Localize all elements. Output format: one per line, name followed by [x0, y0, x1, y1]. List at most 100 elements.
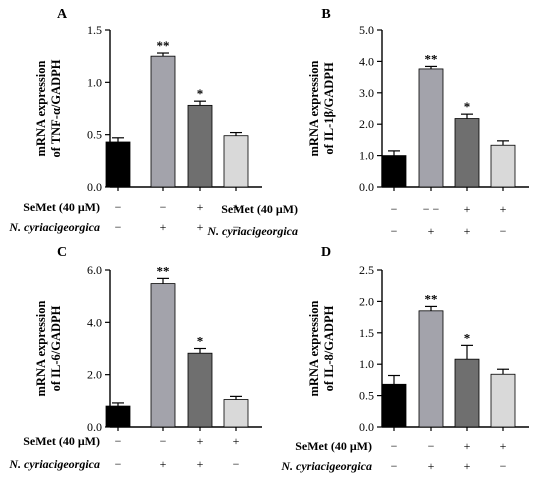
semet-sign: + — [464, 202, 471, 216]
bar — [187, 352, 213, 428]
nc-sign: − — [233, 220, 240, 234]
bar — [454, 358, 480, 428]
nc-label: N. cyriacigeorgica — [8, 457, 100, 471]
nc-sign: − — [500, 224, 507, 238]
significance-mark: * — [197, 334, 204, 349]
y-tick-label: 1.5 — [359, 326, 374, 340]
nc-sign: − — [115, 457, 122, 471]
semet-sign: + — [500, 202, 507, 216]
bar — [150, 55, 176, 188]
y-axis-label-line: of IL-6/GADPH — [49, 305, 63, 391]
nc-sign: + — [197, 457, 204, 471]
y-axis-label: mRNA expressionof IL-8/GADPH — [307, 300, 336, 396]
nc-label: N. cyriacigeorgica — [280, 459, 372, 473]
nc-sign: − — [391, 224, 398, 238]
panel-label: D — [321, 245, 331, 260]
nc-sign: − — [115, 220, 122, 234]
y-tick-label: 1.0 — [87, 75, 102, 89]
semet-sign: + — [197, 200, 204, 214]
semet-sign: + — [500, 439, 507, 453]
bar — [381, 155, 407, 188]
y-tick-label: 0.5 — [87, 128, 102, 142]
y-tick-label: 1.0 — [359, 149, 374, 163]
semet-label: SeMet (40 μM) — [295, 439, 372, 453]
y-axis-label-line: of IL-1β/GADPH — [322, 62, 336, 155]
y-axis-label: mRNA expressionof TNF-α/GADPH — [34, 59, 63, 157]
y-axis-label: mRNA expressionof IL-6/GADPH — [34, 300, 63, 396]
semet-sign: + — [233, 200, 240, 214]
panel-A-treatment-labels: SeMet (40 μM) N. cyriacigeorgica — [8, 200, 100, 234]
nc-sign: − — [233, 457, 240, 471]
panel-label: B — [321, 7, 330, 22]
bar — [150, 283, 176, 428]
y-tick-label: 4.0 — [87, 315, 102, 329]
y-tick-label: 4.0 — [359, 54, 374, 68]
semet-sign: − — [160, 200, 167, 214]
y-axis-label-line: mRNA expression — [307, 60, 321, 156]
semet-sign: − — [391, 439, 398, 453]
y-tick-label: 2.0 — [359, 117, 374, 131]
nc-sign: + — [160, 220, 167, 234]
semet-label: SeMet (40 μM) — [23, 434, 100, 448]
y-tick-label: 1.5 — [87, 23, 102, 37]
significance-mark: * — [197, 86, 204, 101]
nc-sign: + — [197, 220, 204, 234]
y-axis-label-line: of IL-8/GADPH — [322, 305, 336, 391]
bar — [105, 405, 131, 428]
y-tick-label: 0.0 — [87, 180, 102, 194]
y-tick-label: 0.0 — [359, 420, 374, 434]
bar — [490, 373, 516, 428]
bar — [381, 383, 407, 428]
nc-label: N. cyriacigeorgica — [8, 220, 100, 234]
nc-sign: − — [500, 459, 507, 473]
bar — [223, 399, 249, 428]
panel-label: C — [57, 245, 67, 260]
y-tick-label: 0.0 — [87, 420, 102, 434]
nc-sign: + — [428, 224, 435, 238]
nc-sign: + — [428, 459, 435, 473]
nc-sign: + — [160, 457, 167, 471]
semet-label: SeMet (40 μM) — [221, 202, 298, 216]
bar — [490, 144, 516, 188]
semet-label: SeMet (40 μM) — [23, 200, 100, 214]
bar — [418, 310, 444, 428]
bar — [187, 104, 213, 188]
nc-label: N. cyriacigeorgica — [206, 224, 298, 238]
y-tick-label: 2.5 — [359, 263, 374, 277]
significance-mark: ** — [425, 51, 438, 66]
semet-sign: + — [197, 434, 204, 448]
bar — [454, 118, 480, 188]
y-axis-label-line: mRNA expression — [34, 300, 48, 396]
semet-sign: − − — [423, 202, 440, 216]
bar — [223, 135, 249, 188]
significance-mark: ** — [157, 38, 170, 53]
y-axis-label-line: mRNA expression — [34, 60, 48, 156]
panel-label: A — [57, 7, 68, 22]
significance-mark: ** — [425, 291, 438, 306]
y-tick-label: 2.0 — [359, 294, 374, 308]
semet-sign: − — [428, 439, 435, 453]
y-axis-label-line: of TNF-α/GADPH — [49, 59, 63, 157]
y-tick-label: 0.0 — [359, 180, 374, 194]
y-tick-label: 3.0 — [359, 86, 374, 100]
bar — [105, 141, 131, 188]
semet-sign: − — [391, 202, 398, 216]
nc-sign: + — [464, 459, 471, 473]
nc-sign: − — [391, 459, 398, 473]
significance-mark: * — [464, 330, 471, 345]
y-tick-label: 1.0 — [359, 357, 374, 371]
semet-sign: − — [115, 434, 122, 448]
semet-sign: + — [233, 434, 240, 448]
y-tick-label: 0.5 — [359, 389, 374, 403]
y-tick-label: 6.0 — [87, 263, 102, 277]
y-tick-label: 2.0 — [87, 368, 102, 382]
semet-sign: − — [160, 434, 167, 448]
significance-mark: * — [464, 99, 471, 114]
y-axis-label: mRNA expressionof IL-1β/GADPH — [307, 60, 336, 156]
bar — [418, 68, 444, 188]
